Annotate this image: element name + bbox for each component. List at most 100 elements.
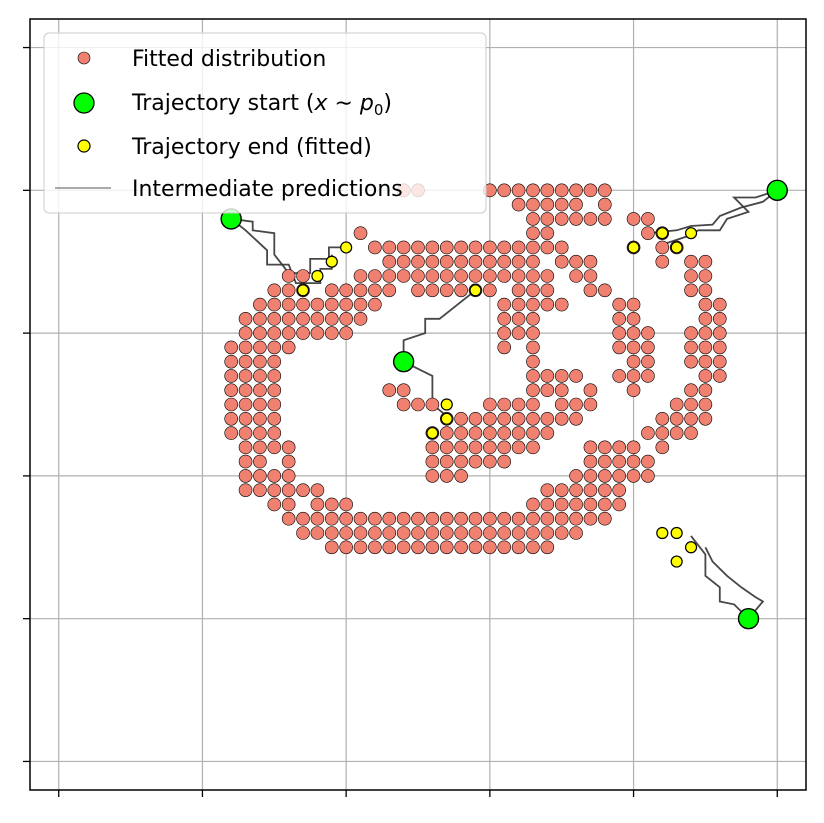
fitted-point bbox=[353, 312, 368, 326]
trajectory-start-points bbox=[220, 179, 788, 630]
fitted-point bbox=[497, 540, 512, 555]
fitted-point bbox=[569, 526, 583, 540]
fitted-point bbox=[425, 440, 440, 455]
fitted-point bbox=[238, 454, 253, 469]
fitted-point bbox=[439, 454, 454, 469]
fitted-point bbox=[425, 526, 440, 540]
fitted-point bbox=[569, 212, 583, 226]
legend-fitted-label: Fitted distribution bbox=[132, 47, 326, 72]
fitted-point bbox=[382, 254, 397, 269]
fitted-point bbox=[698, 383, 713, 398]
fitted-point bbox=[712, 297, 727, 312]
fitted-point bbox=[411, 254, 425, 269]
fitted-point bbox=[526, 440, 540, 455]
trajectory-end-point bbox=[627, 241, 640, 254]
fitted-point bbox=[468, 440, 483, 455]
fitted-point bbox=[281, 326, 296, 340]
fitted-point bbox=[425, 397, 440, 412]
legend-start-marker bbox=[73, 92, 95, 114]
fitted-point bbox=[238, 397, 253, 412]
fitted-point bbox=[583, 497, 598, 512]
fitted-point bbox=[267, 497, 282, 512]
fitted-point bbox=[511, 397, 526, 412]
fitted-point bbox=[483, 426, 497, 440]
fitted-point bbox=[569, 369, 583, 383]
fitted-point bbox=[554, 212, 569, 226]
fitted-point bbox=[382, 240, 397, 255]
fitted-point bbox=[554, 397, 569, 412]
fitted-point bbox=[583, 397, 598, 412]
fitted-point bbox=[540, 411, 555, 426]
fitted-point bbox=[511, 426, 526, 440]
fitted-point bbox=[468, 269, 483, 283]
fitted-point bbox=[483, 283, 497, 298]
fitted-point bbox=[655, 240, 670, 255]
fitted-point bbox=[353, 540, 368, 555]
fitted-point bbox=[483, 511, 497, 526]
fitted-point bbox=[238, 326, 253, 340]
fitted-point bbox=[368, 511, 382, 526]
legend-start-math: x ∼ p bbox=[313, 91, 373, 116]
fitted-point bbox=[497, 526, 512, 540]
fitted-point bbox=[396, 397, 411, 412]
fitted-point bbox=[439, 469, 454, 483]
fitted-point bbox=[411, 397, 425, 412]
fitted-point bbox=[281, 340, 296, 355]
trajectory-start-point bbox=[737, 607, 760, 630]
legend-box bbox=[43, 32, 487, 214]
fitted-point bbox=[511, 440, 526, 455]
fitted-point bbox=[483, 440, 497, 455]
fitted-point bbox=[626, 369, 641, 383]
fitted-point bbox=[526, 297, 540, 312]
fitted-point bbox=[526, 397, 540, 412]
fitted-point bbox=[296, 483, 310, 497]
fitted-point bbox=[238, 411, 253, 426]
fitted-point bbox=[425, 283, 440, 298]
fitted-point bbox=[626, 340, 641, 355]
fitted-point bbox=[669, 426, 684, 440]
fitted-point bbox=[253, 340, 267, 355]
fitted-point bbox=[511, 312, 526, 326]
fitted-point bbox=[511, 540, 526, 555]
fitted-point bbox=[684, 326, 698, 340]
fitted-point bbox=[569, 497, 583, 512]
fitted-point bbox=[454, 283, 468, 298]
fitted-point bbox=[353, 226, 368, 240]
fitted-point bbox=[626, 326, 641, 340]
fitted-point bbox=[310, 297, 325, 312]
fitted-point bbox=[583, 183, 598, 198]
fitted-point bbox=[540, 497, 555, 512]
fitted-point bbox=[267, 411, 282, 426]
fitted-point bbox=[267, 469, 282, 483]
fitted-point bbox=[483, 526, 497, 540]
trajectory-end-point bbox=[440, 412, 453, 425]
fitted-point bbox=[554, 240, 569, 255]
trajectory-end-point bbox=[684, 227, 698, 240]
fitted-point bbox=[483, 269, 497, 283]
fitted-point bbox=[411, 540, 425, 555]
fitted-point bbox=[526, 212, 540, 226]
fitted-point bbox=[411, 511, 425, 526]
fitted-point bbox=[641, 454, 655, 469]
fitted-point bbox=[224, 383, 238, 398]
fitted-point bbox=[396, 269, 411, 283]
fitted-point bbox=[554, 369, 569, 383]
fitted-point bbox=[411, 240, 425, 255]
fitted-point bbox=[368, 297, 382, 312]
fitted-point bbox=[353, 283, 368, 298]
fitted-point bbox=[554, 254, 569, 269]
trajectory-end-point bbox=[340, 241, 353, 254]
fitted-point bbox=[684, 383, 698, 398]
fitted-point bbox=[353, 269, 368, 283]
legend-intermediate-label: Intermediate predictions bbox=[132, 177, 403, 202]
fitted-point bbox=[454, 254, 468, 269]
fitted-point bbox=[712, 369, 727, 383]
fitted-point bbox=[281, 312, 296, 326]
fitted-point bbox=[612, 469, 626, 483]
fitted-point bbox=[684, 354, 698, 369]
trajectory-end-point bbox=[469, 284, 482, 297]
fitted-point bbox=[253, 297, 267, 312]
fitted-point bbox=[454, 240, 468, 255]
fitted-point bbox=[497, 269, 512, 283]
fitted-point bbox=[511, 183, 526, 198]
